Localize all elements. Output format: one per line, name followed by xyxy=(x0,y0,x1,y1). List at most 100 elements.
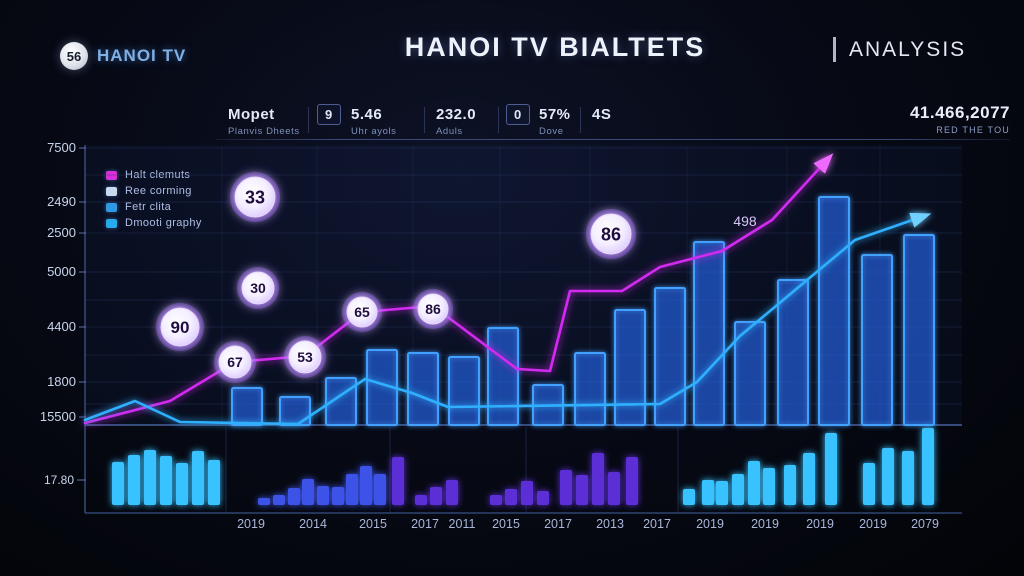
badge-circle xyxy=(590,213,632,255)
analysis-divider xyxy=(833,37,836,62)
stat-boxed-9: 9 xyxy=(317,104,341,125)
stat-boxed-0: 0 xyxy=(506,104,530,125)
badge-circle xyxy=(241,271,275,305)
y-axis-label: 15500 xyxy=(40,409,76,424)
badge-value: 33 xyxy=(245,187,265,207)
badge-value: 67 xyxy=(227,354,243,370)
mini-bar xyxy=(537,491,549,505)
mini-bar xyxy=(273,495,285,505)
badge-value: 86 xyxy=(425,301,441,317)
x-axis-label: 2019 xyxy=(237,517,265,531)
stats-rule xyxy=(215,139,1010,140)
analysis-header: ANALYSIS xyxy=(833,37,966,62)
mini-bar xyxy=(521,481,533,505)
x-axis-label: 2014 xyxy=(299,517,327,531)
mini-bar xyxy=(128,455,140,505)
y-axis-label: 5000 xyxy=(47,264,76,279)
mini-bar xyxy=(732,474,744,505)
chart-legend: Halt clemuts Ree corming Fetr clita Dmoo… xyxy=(106,169,202,233)
stat-value: 57% xyxy=(539,106,571,123)
legend-item: Dmooti graphy xyxy=(106,217,202,229)
badge-value: 53 xyxy=(297,349,313,365)
mini-bar xyxy=(784,465,796,505)
badge-value: 65 xyxy=(354,304,370,320)
mini-bar xyxy=(446,480,458,505)
mini-bar xyxy=(825,433,837,505)
mini-bar xyxy=(258,498,270,505)
mini-bars-group xyxy=(112,428,934,505)
stat-4s: 4S xyxy=(592,106,611,123)
line-value-label: 498 xyxy=(733,213,757,229)
mini-bar xyxy=(392,457,404,505)
value-badge: 86 xyxy=(413,289,453,329)
value-badge: 33 xyxy=(230,172,280,222)
chart-bar xyxy=(448,356,480,426)
legend-swatch-icon xyxy=(106,202,117,212)
chart-bar xyxy=(734,321,766,426)
legend-label: Dmooti graphy xyxy=(125,217,202,229)
x-axis-label: 2017 xyxy=(544,517,572,531)
stat-separator xyxy=(308,107,309,133)
mini-bar xyxy=(592,453,604,505)
stat-dove: 57% Dove xyxy=(539,106,571,137)
mini-bar xyxy=(360,466,372,505)
mini-bar xyxy=(748,461,760,505)
legend-swatch-icon xyxy=(106,218,117,228)
mini-bar xyxy=(702,480,714,505)
mini-bar xyxy=(490,495,502,505)
mini-bar xyxy=(144,450,156,505)
mini-bar xyxy=(626,457,638,505)
legend-item: Halt clemuts xyxy=(106,169,202,181)
mini-bar xyxy=(560,470,572,505)
mini-bar xyxy=(192,451,204,505)
mini-bar xyxy=(608,472,620,505)
stat-separator xyxy=(424,107,425,133)
stat-separator xyxy=(498,107,499,133)
legend-label: Ree corming xyxy=(125,185,192,197)
stat-label: Uhr ayols xyxy=(351,126,397,137)
value-badge: 67 xyxy=(214,341,256,383)
logo: 56 HANOI TV xyxy=(60,42,186,70)
chart-bar xyxy=(861,254,893,426)
mini-bar xyxy=(317,486,329,505)
y-axis-label: 2490 xyxy=(47,194,76,209)
mini-bar xyxy=(882,448,894,505)
x-axis-label: 2015 xyxy=(359,517,387,531)
mini-bar xyxy=(288,488,300,505)
mini-bar xyxy=(863,463,875,505)
chart-bar xyxy=(574,352,606,426)
x-axis-label: 2019 xyxy=(751,517,779,531)
mini-bar xyxy=(302,479,314,505)
chart-bar xyxy=(818,196,850,426)
logo-badge: 56 xyxy=(60,42,88,70)
badge-circle xyxy=(346,296,378,328)
badge-circle xyxy=(288,340,322,374)
badge-value: 30 xyxy=(250,280,266,296)
badge-value: 90 xyxy=(171,318,190,337)
stat-label: Aduls xyxy=(436,126,463,137)
stat-separator xyxy=(580,107,581,133)
stat-value: 0 xyxy=(506,104,530,125)
x-axis-label: 2019 xyxy=(696,517,724,531)
legend-swatch-icon xyxy=(106,186,117,196)
badge-circle xyxy=(417,293,449,325)
stat-uhr-ayols: 5.46 Uhr ayols xyxy=(351,106,397,137)
mini-bar xyxy=(112,462,124,505)
x-axis-label: 2015 xyxy=(492,517,520,531)
mini-bar xyxy=(430,487,442,505)
mini-bar xyxy=(683,489,695,505)
stat-value: 9 xyxy=(317,104,341,125)
legend-label: Halt clemuts xyxy=(125,169,190,181)
chart-bar xyxy=(614,309,646,426)
badge-value: 86 xyxy=(601,224,621,244)
value-badge: 90 xyxy=(156,303,204,351)
stat-aduls: 232.0 Aduls xyxy=(436,106,476,137)
y-axis-label: 2500 xyxy=(47,225,76,240)
y-axis-label: 7500 xyxy=(47,140,76,155)
mini-bar xyxy=(505,489,517,505)
badge-circle xyxy=(218,345,252,379)
mini-bar xyxy=(922,428,934,505)
x-axis-label: 2013 xyxy=(596,517,624,531)
mini-bar xyxy=(716,481,728,505)
